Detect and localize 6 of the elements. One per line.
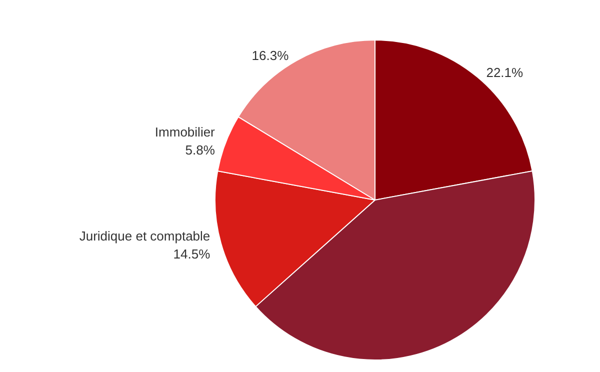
data-label: 14.5%	[173, 246, 211, 262]
slice-label: Juridique et comptable	[79, 228, 210, 244]
data-label: 5.8%	[185, 142, 216, 158]
slice-label: Immobilier	[154, 124, 216, 140]
data-label: 16.3%	[252, 48, 290, 63]
data-label: 22.1%	[486, 64, 524, 80]
